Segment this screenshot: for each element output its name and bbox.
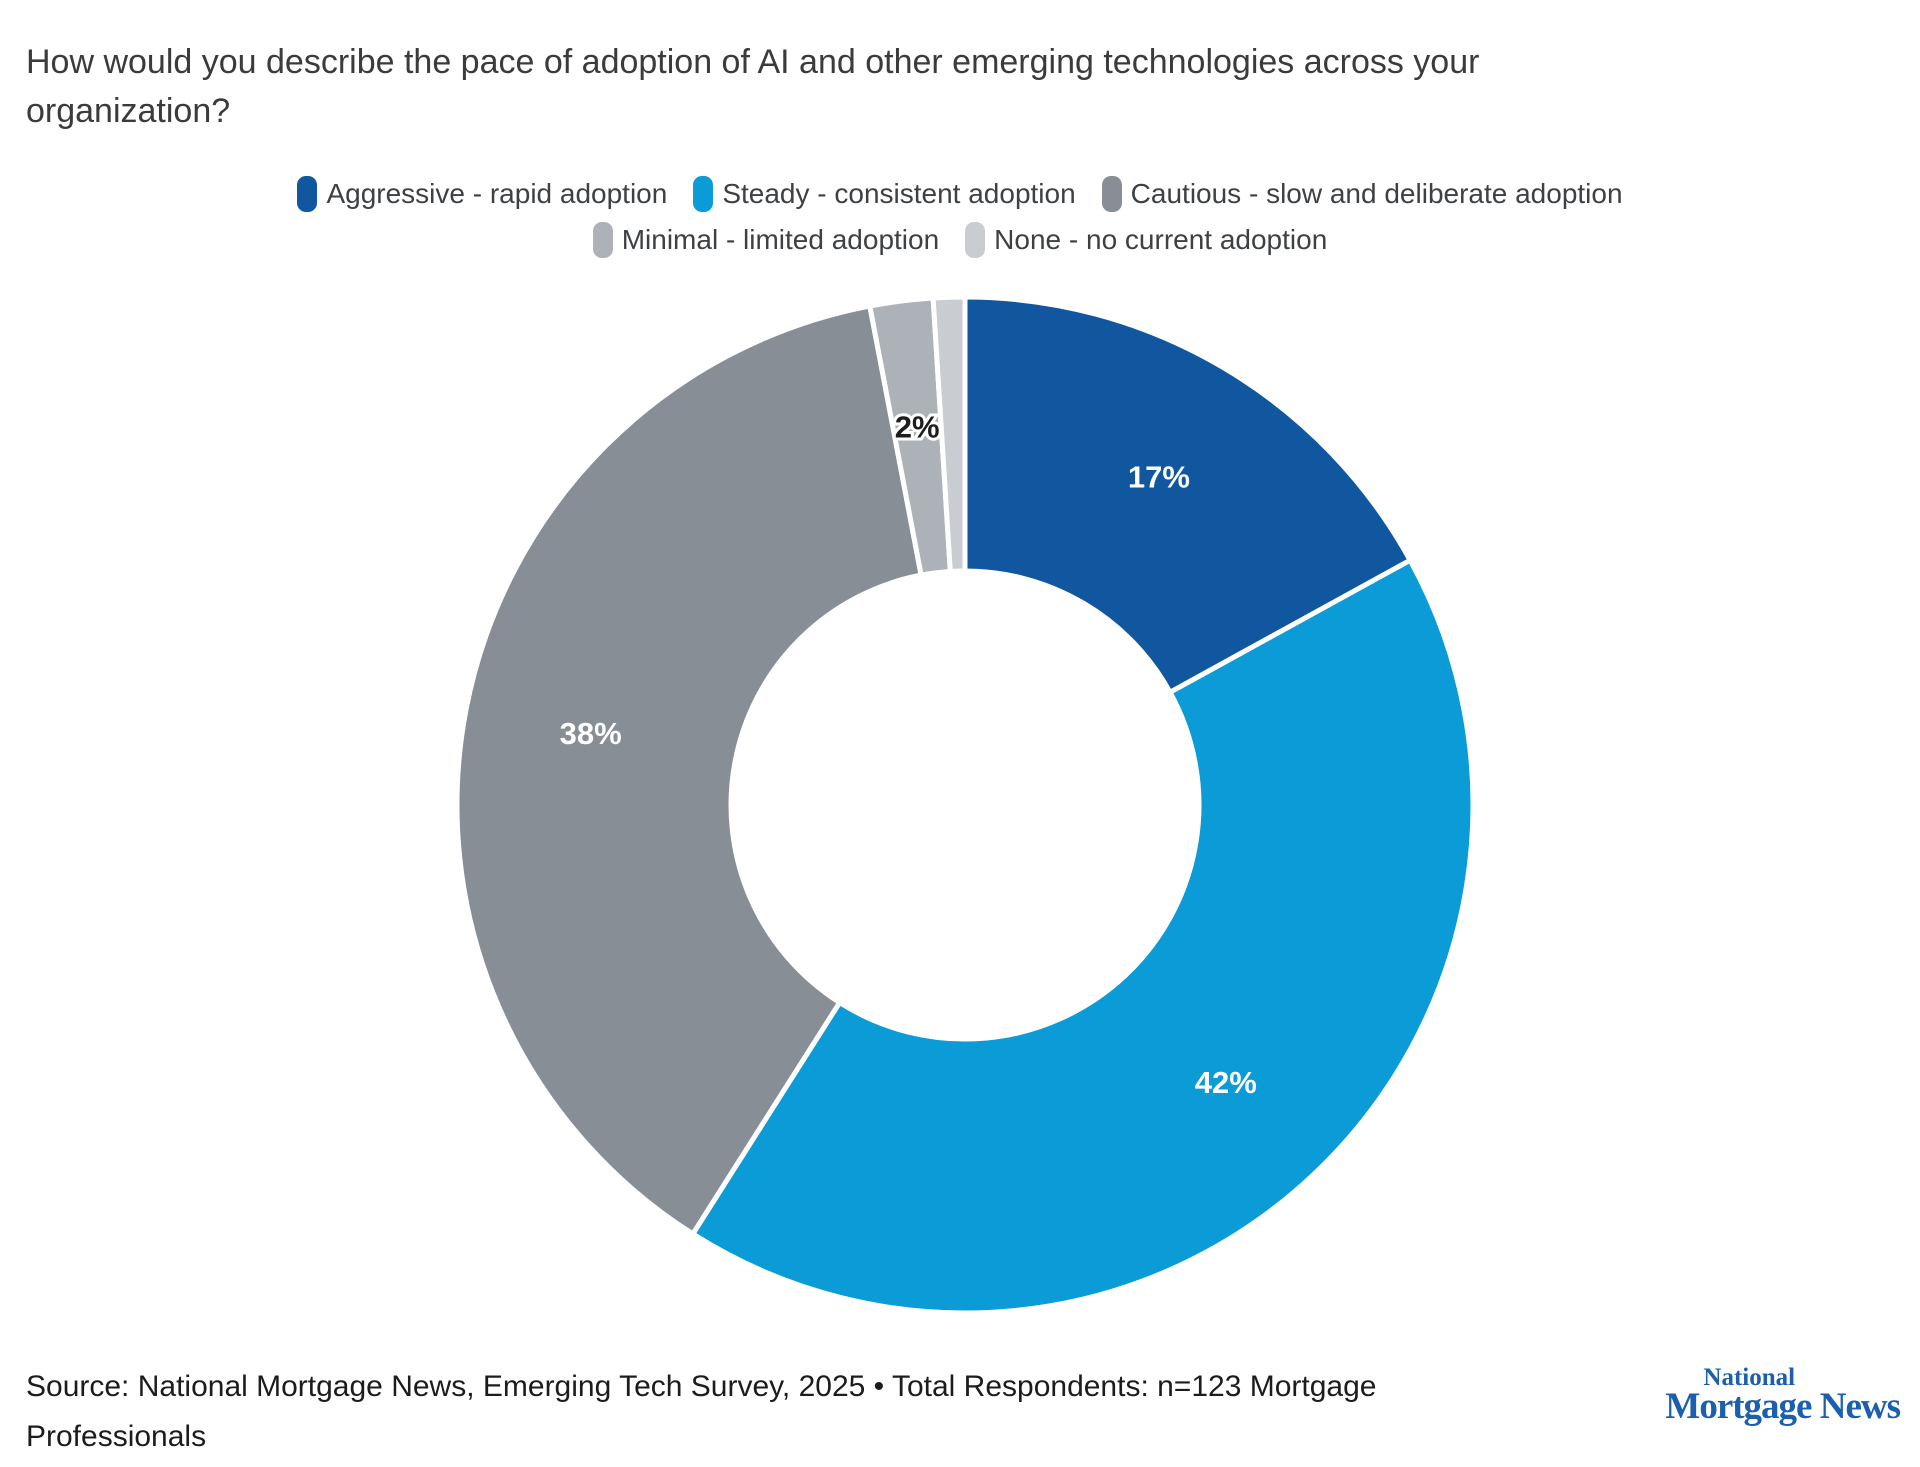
pie-slice-aggressive[interactable] xyxy=(962,294,1413,695)
legend-item-none[interactable]: None - no current adoption xyxy=(965,222,1327,258)
slice-label-steady: 42% xyxy=(1195,1065,1257,1100)
logo-line-1: National xyxy=(1703,1364,1796,1391)
legend-swatch-minimal xyxy=(592,222,613,258)
legend-swatch-aggressive xyxy=(297,176,318,212)
legend-item-aggressive[interactable]: Aggressive - rapid adoption xyxy=(297,176,667,212)
legend-swatch-none xyxy=(965,222,986,258)
logo-line-2: Mortgage News xyxy=(1665,1386,1901,1427)
legend-item-minimal[interactable]: Minimal - limited adoption xyxy=(592,222,940,258)
slice-label-minimal: 2% xyxy=(895,410,940,445)
legend-label-minimal: Minimal - limited adoption xyxy=(621,224,940,255)
pie-slice-none[interactable] xyxy=(930,294,968,574)
page-title: How would you describe the pace of adopt… xyxy=(26,43,1480,131)
slice-label-aggressive: 17% xyxy=(1128,460,1190,495)
legend-item-steady[interactable]: Steady - consistent adoption xyxy=(693,176,1076,212)
legend-label-aggressive: Aggressive - rapid adoption xyxy=(326,178,668,209)
source-text: Source: National Mortgage News, Emerging… xyxy=(26,1370,1377,1453)
legend-label-none: None - no current adoption xyxy=(994,224,1328,255)
legend-item-cautious[interactable]: Cautious - slow and deliberate adoption xyxy=(1101,176,1623,212)
legend-label-steady: Steady - consistent adoption xyxy=(722,178,1076,209)
legend-swatch-cautious xyxy=(1101,176,1122,212)
chart-legend: Aggressive - rapid adoption Steady - cons… xyxy=(180,176,1740,258)
legend-label-cautious: Cautious - slow and deliberate adoption xyxy=(1130,178,1623,209)
pie-slice-cautious[interactable] xyxy=(454,303,924,1237)
brand-logo: National Mortgage News xyxy=(1665,1364,1901,1427)
legend-swatch-steady xyxy=(693,176,714,212)
slice-label-cautious: 38% xyxy=(560,716,622,751)
pie-slice-steady[interactable] xyxy=(690,557,1476,1316)
